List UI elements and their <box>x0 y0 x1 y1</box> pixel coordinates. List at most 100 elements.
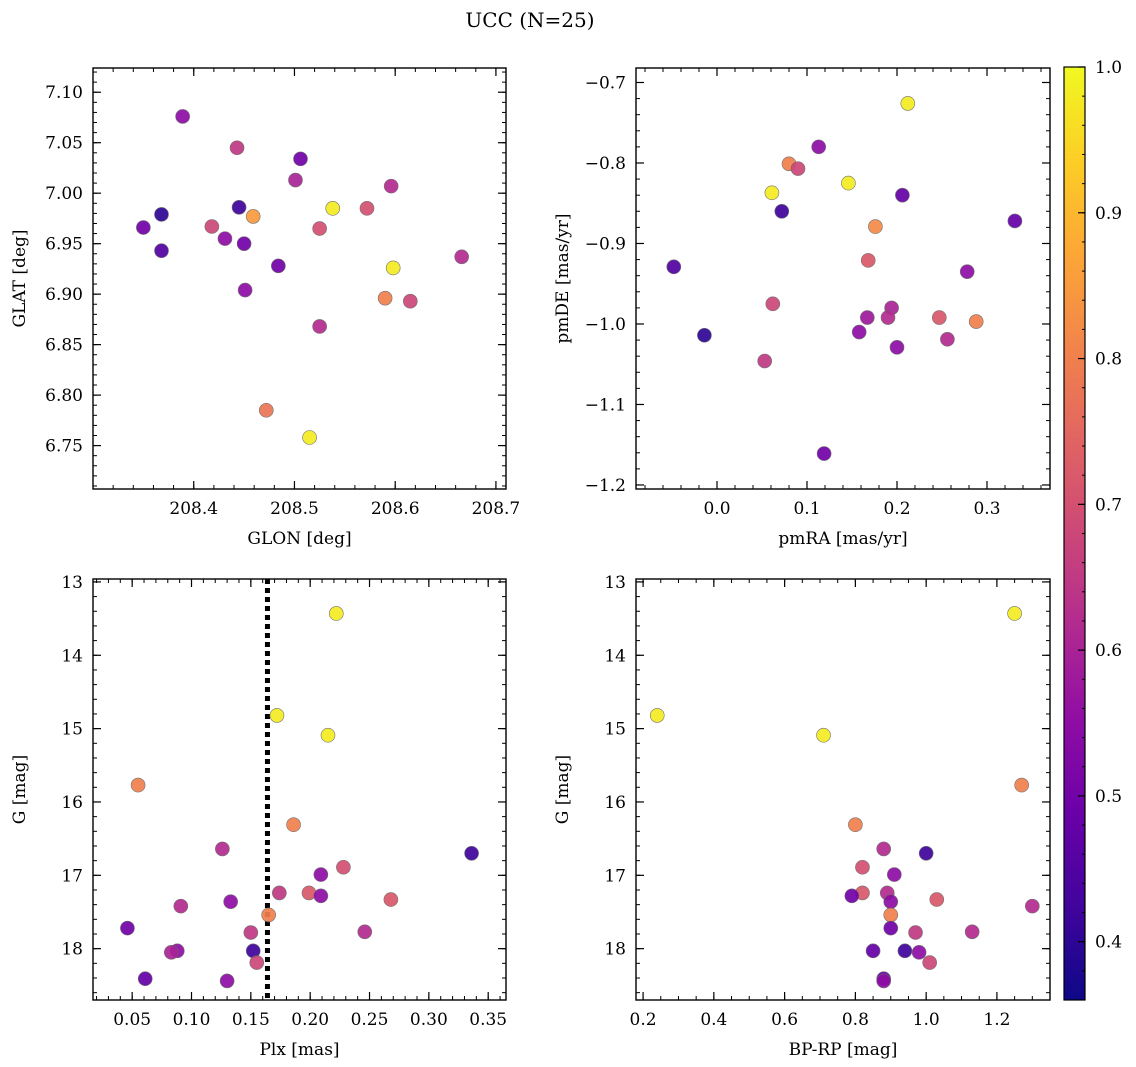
y-tick-label: −0.8 <box>585 154 626 174</box>
axes-frame <box>92 578 507 1001</box>
x-tick-label: 0.0 <box>703 499 730 519</box>
y-tick-label: 14 <box>604 646 626 666</box>
x-axis-label: GLON [deg] <box>247 529 351 549</box>
y-tick-label: 13 <box>604 573 626 593</box>
scatter-point <box>908 925 923 940</box>
scatter-point <box>964 924 980 940</box>
scatter-point <box>223 894 238 910</box>
colorbar-tick-label: 0.7 <box>1095 495 1122 515</box>
scatter-point <box>154 243 169 259</box>
scatter-point <box>666 259 682 275</box>
scatter-point <box>897 943 913 959</box>
scatter-point <box>464 846 479 861</box>
scatter-point <box>757 353 773 369</box>
colorbar-tick-label: 0.4 <box>1095 933 1122 953</box>
scatter-point <box>454 249 469 265</box>
scatter-point <box>968 314 984 329</box>
x-axis-label: Plx [mas] <box>259 1040 339 1060</box>
scatter-point <box>258 402 274 418</box>
scatter-point <box>929 892 945 907</box>
scatter-point <box>940 331 955 347</box>
scatter-point <box>911 945 927 960</box>
y-tick-label: 14 <box>61 646 83 666</box>
scatter-point <box>918 846 934 861</box>
scatter-point <box>357 924 373 940</box>
scatter-point <box>1007 606 1022 621</box>
y-tick-label: 15 <box>61 720 83 740</box>
axes-frame <box>635 578 1051 1001</box>
scatter-point <box>302 430 317 445</box>
y-tick-label: −1.0 <box>585 315 626 335</box>
y-axis-label: G [mag] <box>553 755 573 824</box>
scatter-point <box>313 867 329 882</box>
scatter-point <box>173 898 189 914</box>
y-tick-label: 7.00 <box>45 184 83 204</box>
scatter-point <box>883 920 899 936</box>
x-tick-label: 0.2 <box>883 499 910 519</box>
scatter-point <box>959 264 975 279</box>
scatter-point <box>313 888 329 904</box>
scatter-point <box>175 109 190 124</box>
scatter-point <box>403 293 418 309</box>
scatter-point <box>855 859 870 875</box>
scatter-point <box>883 907 899 923</box>
panel-4: 0.2 0.4 0.6 0.8 1.0 1.2 13 14 15 16 17 18 BP-RP [mag… <box>553 573 1051 1060</box>
scatter-point <box>900 96 916 111</box>
scatter-point <box>336 859 351 875</box>
scatter-point <box>841 175 856 191</box>
x-tick-label: 1.0 <box>913 1010 940 1030</box>
x-tick-label: 0.25 <box>351 1010 389 1030</box>
scatter-point <box>243 925 259 940</box>
y-tick-label: 16 <box>61 793 83 813</box>
y-tick-label: −0.7 <box>585 73 626 93</box>
y-tick-label: 17 <box>604 866 626 886</box>
x-axis-label: BP-RP [mag] <box>789 1040 898 1060</box>
scatter-point <box>895 187 910 203</box>
scatter-point <box>764 185 780 201</box>
colorbar-tick-label: 0.9 <box>1095 204 1122 224</box>
x-tick-label: 1.2 <box>983 1010 1010 1030</box>
scatter-point <box>269 708 285 723</box>
x-tick-label: 0.6 <box>771 1010 798 1030</box>
y-tick-label: 15 <box>604 720 626 740</box>
scatter-point <box>130 777 146 793</box>
colorbar: 0.4 0.5 0.6 0.7 0.8 0.9 1.0 <box>1063 58 1122 1001</box>
y-tick-label: −0.9 <box>585 234 626 254</box>
colorbar-tick-label: 0.6 <box>1095 641 1122 661</box>
scatter-point <box>383 178 399 194</box>
scatter-point <box>848 817 863 833</box>
scatter-point <box>883 894 899 910</box>
scatter-point <box>231 200 247 215</box>
scatter-point <box>649 708 665 723</box>
scatter-point <box>865 943 881 959</box>
x-tick-label: 0.35 <box>469 1010 507 1030</box>
scatter-point <box>385 260 401 276</box>
scatter-point <box>697 327 712 343</box>
x-tick-label: 0.8 <box>842 1010 869 1030</box>
scatter-point <box>204 219 220 234</box>
scatter-point <box>249 955 265 970</box>
scatter-point <box>312 221 327 236</box>
scatter-point <box>851 324 867 340</box>
colorbar-tick-label: 1.0 <box>1095 58 1122 78</box>
scatter-point <box>931 310 947 325</box>
scatter-point <box>219 973 235 989</box>
panel-3: 0.05 0.10 0.15 0.20 0.25 0.30 0.35 13 14 15 16 17 18… <box>10 573 507 1060</box>
scatter-point <box>359 201 375 216</box>
x-tick-label: 208.5 <box>270 499 319 519</box>
scatter-point <box>844 888 860 904</box>
y-axis-label: G [mag] <box>10 755 30 824</box>
scatter-point <box>859 310 875 325</box>
panel-2: 0.0 0.1 0.2 0.3 −1.2 −1.1 −1.0 −0.9 −0.8 −0.7 pmRA… <box>553 67 1051 549</box>
y-tick-label: 6.85 <box>45 336 83 356</box>
scatter-point <box>137 971 153 987</box>
y-tick-label: 7.10 <box>45 83 83 103</box>
scatter-point <box>876 841 891 857</box>
x-tick-label: 208.4 <box>169 499 218 519</box>
colorbar-tick-label: 0.8 <box>1095 350 1122 370</box>
scatter-point <box>217 231 233 246</box>
scatter-point <box>164 945 179 960</box>
scatter-point <box>245 209 261 224</box>
axes-frame <box>635 67 1051 490</box>
scatter-point <box>236 236 252 251</box>
